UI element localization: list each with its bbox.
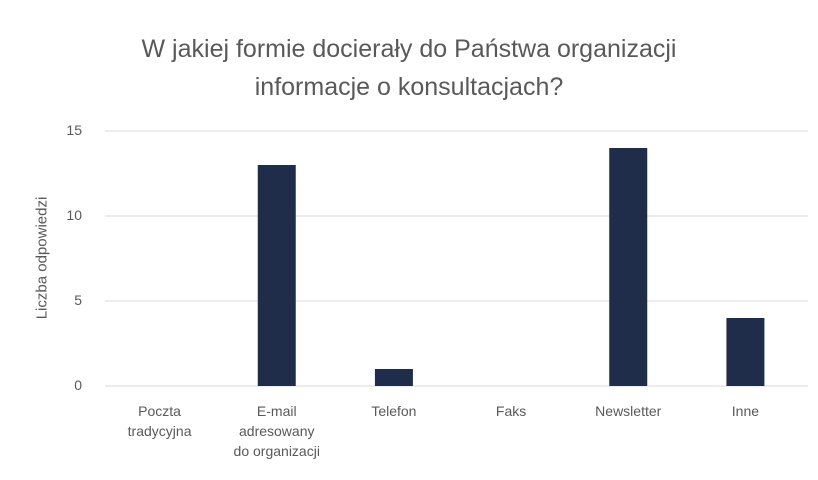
x-tick-label: Telefon — [371, 403, 417, 419]
y-tick-label: 15 — [66, 122, 82, 138]
x-tick-label: Poczta tradycyjna — [127, 403, 192, 439]
chart-title: W jakiej formie docierały do Państwa org… — [141, 35, 677, 101]
x-tick-label: Newsletter — [595, 403, 662, 419]
y-tick-label: 10 — [66, 207, 82, 223]
bar — [609, 148, 648, 386]
bar — [257, 165, 296, 386]
y-tick-label: 5 — [74, 292, 82, 308]
bar — [726, 318, 765, 386]
x-tick-label: Faks — [495, 403, 527, 419]
bar — [374, 369, 413, 386]
x-tick-label: E-mail adresowany do organizacji — [233, 403, 320, 459]
x-tick-label: Inne — [731, 403, 760, 419]
y-tick-label: 0 — [74, 377, 82, 393]
